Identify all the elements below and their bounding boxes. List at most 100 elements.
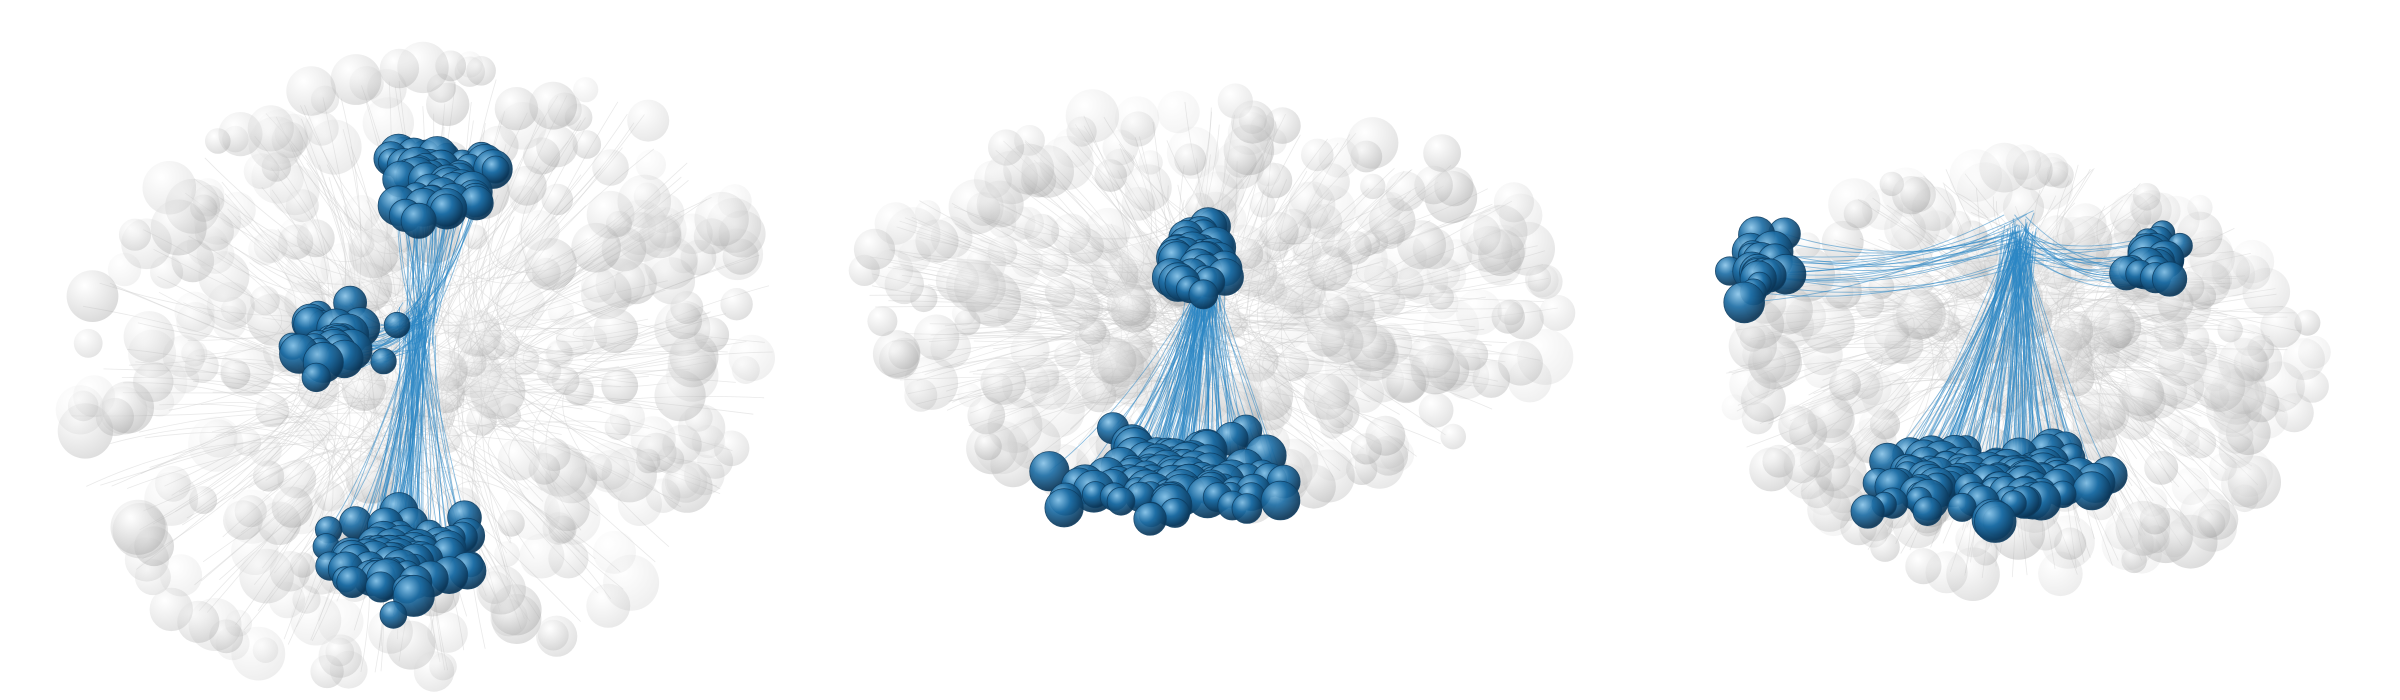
context-sphere xyxy=(271,486,313,528)
context-sphere xyxy=(1039,248,1069,278)
context-sphere xyxy=(462,363,508,409)
context-sphere xyxy=(1114,96,1160,141)
context-sphere xyxy=(252,637,279,663)
context-sphere xyxy=(176,302,215,341)
context-sphere xyxy=(601,367,639,405)
context-sphere xyxy=(1870,532,1900,562)
highlighted-sphere xyxy=(383,311,411,339)
render-svg xyxy=(848,83,1576,536)
context-sphere xyxy=(1517,328,1574,385)
context-sphere xyxy=(1780,404,1807,431)
context-sphere xyxy=(1925,551,1968,594)
context-sphere xyxy=(2054,527,2087,560)
context-sphere xyxy=(95,397,134,437)
context-sphere xyxy=(1174,143,1207,176)
context-sphere xyxy=(255,393,289,428)
context-sphere xyxy=(731,356,760,384)
context-sphere xyxy=(1729,364,1771,406)
highlighted-sphere xyxy=(1974,500,2017,543)
context-sphere xyxy=(2154,346,2185,377)
context-sphere xyxy=(253,460,285,492)
context-sphere xyxy=(285,249,329,293)
highlighted-spheres xyxy=(278,133,513,629)
highlighted-sphere xyxy=(481,155,510,184)
context-sphere xyxy=(529,81,577,130)
context-sphere xyxy=(2201,264,2233,296)
context-sphere xyxy=(1843,199,1873,229)
context-sphere xyxy=(581,267,616,303)
context-sphere xyxy=(2101,518,2154,571)
context-sphere xyxy=(667,338,717,388)
context-sphere xyxy=(1306,204,1343,240)
context-sphere xyxy=(638,215,682,259)
highlighted-sphere xyxy=(1106,486,1136,516)
context-sphere xyxy=(1089,337,1137,385)
context-sphere xyxy=(233,428,262,457)
render-svg xyxy=(1715,142,2331,601)
context-sphere xyxy=(867,306,898,337)
context-sphere xyxy=(2274,393,2314,433)
context-sphere xyxy=(630,416,676,462)
context-sphere xyxy=(150,199,207,256)
context-sphere xyxy=(67,390,99,422)
context-sphere xyxy=(1863,318,1911,365)
context-sphere xyxy=(1525,265,1552,292)
context-sphere xyxy=(1256,162,1293,199)
context-sphere xyxy=(2077,388,2130,440)
context-spheres xyxy=(55,41,775,692)
context-sphere xyxy=(1365,415,1406,456)
context-sphere xyxy=(1890,224,1935,269)
context-sphere xyxy=(250,285,280,316)
context-sphere xyxy=(1472,360,1510,398)
context-sphere xyxy=(551,366,580,395)
context-sphere xyxy=(1024,213,1060,249)
context-sphere xyxy=(73,328,103,358)
context-sphere xyxy=(413,651,455,692)
context-sphere xyxy=(1456,289,1502,336)
context-sphere xyxy=(987,236,1018,266)
context-sphere xyxy=(1157,90,1200,134)
context-sphere xyxy=(544,485,590,532)
context-sphere xyxy=(1052,283,1100,332)
context-sphere xyxy=(967,396,1006,435)
context-sphere xyxy=(2005,144,2042,180)
context-sphere xyxy=(635,149,666,180)
context-sphere xyxy=(248,116,304,172)
context-sphere xyxy=(2155,412,2184,440)
context-sphere xyxy=(2118,370,2164,417)
context-sphere xyxy=(1288,343,1324,379)
context-sphere xyxy=(904,378,938,412)
context-sphere xyxy=(606,210,632,237)
context-sphere xyxy=(1301,138,1334,172)
context-sphere xyxy=(2196,508,2226,538)
context-sphere xyxy=(1236,339,1279,382)
context-sphere xyxy=(1478,224,1527,273)
context-sphere xyxy=(545,340,574,369)
context-sphere xyxy=(1195,171,1239,215)
highlighted-sphere xyxy=(1133,502,1167,536)
context-sphere xyxy=(627,99,670,142)
context-sphere xyxy=(397,41,449,94)
context-sphere xyxy=(347,230,375,258)
context-sphere xyxy=(476,565,526,615)
context-sphere xyxy=(1320,414,1345,439)
context-sphere xyxy=(494,87,539,131)
context-sphere xyxy=(670,291,704,324)
context-sphere xyxy=(123,311,175,363)
context-sphere xyxy=(592,149,629,186)
context-sphere xyxy=(1347,329,1399,382)
context-sphere xyxy=(205,128,231,154)
context-sphere xyxy=(519,210,560,251)
highlighted-sphere xyxy=(400,202,437,239)
context-sphere xyxy=(2021,262,2075,316)
context-sphere xyxy=(343,195,380,231)
neuron-cluster-panel-oblique xyxy=(40,0,800,700)
context-sphere xyxy=(645,478,681,513)
context-sphere xyxy=(1412,227,1455,270)
context-sphere xyxy=(1374,218,1406,249)
context-sphere xyxy=(528,452,561,485)
context-sphere xyxy=(225,609,252,637)
context-sphere xyxy=(1250,268,1285,303)
context-sphere xyxy=(1054,342,1081,369)
context-sphere xyxy=(1031,384,1085,438)
